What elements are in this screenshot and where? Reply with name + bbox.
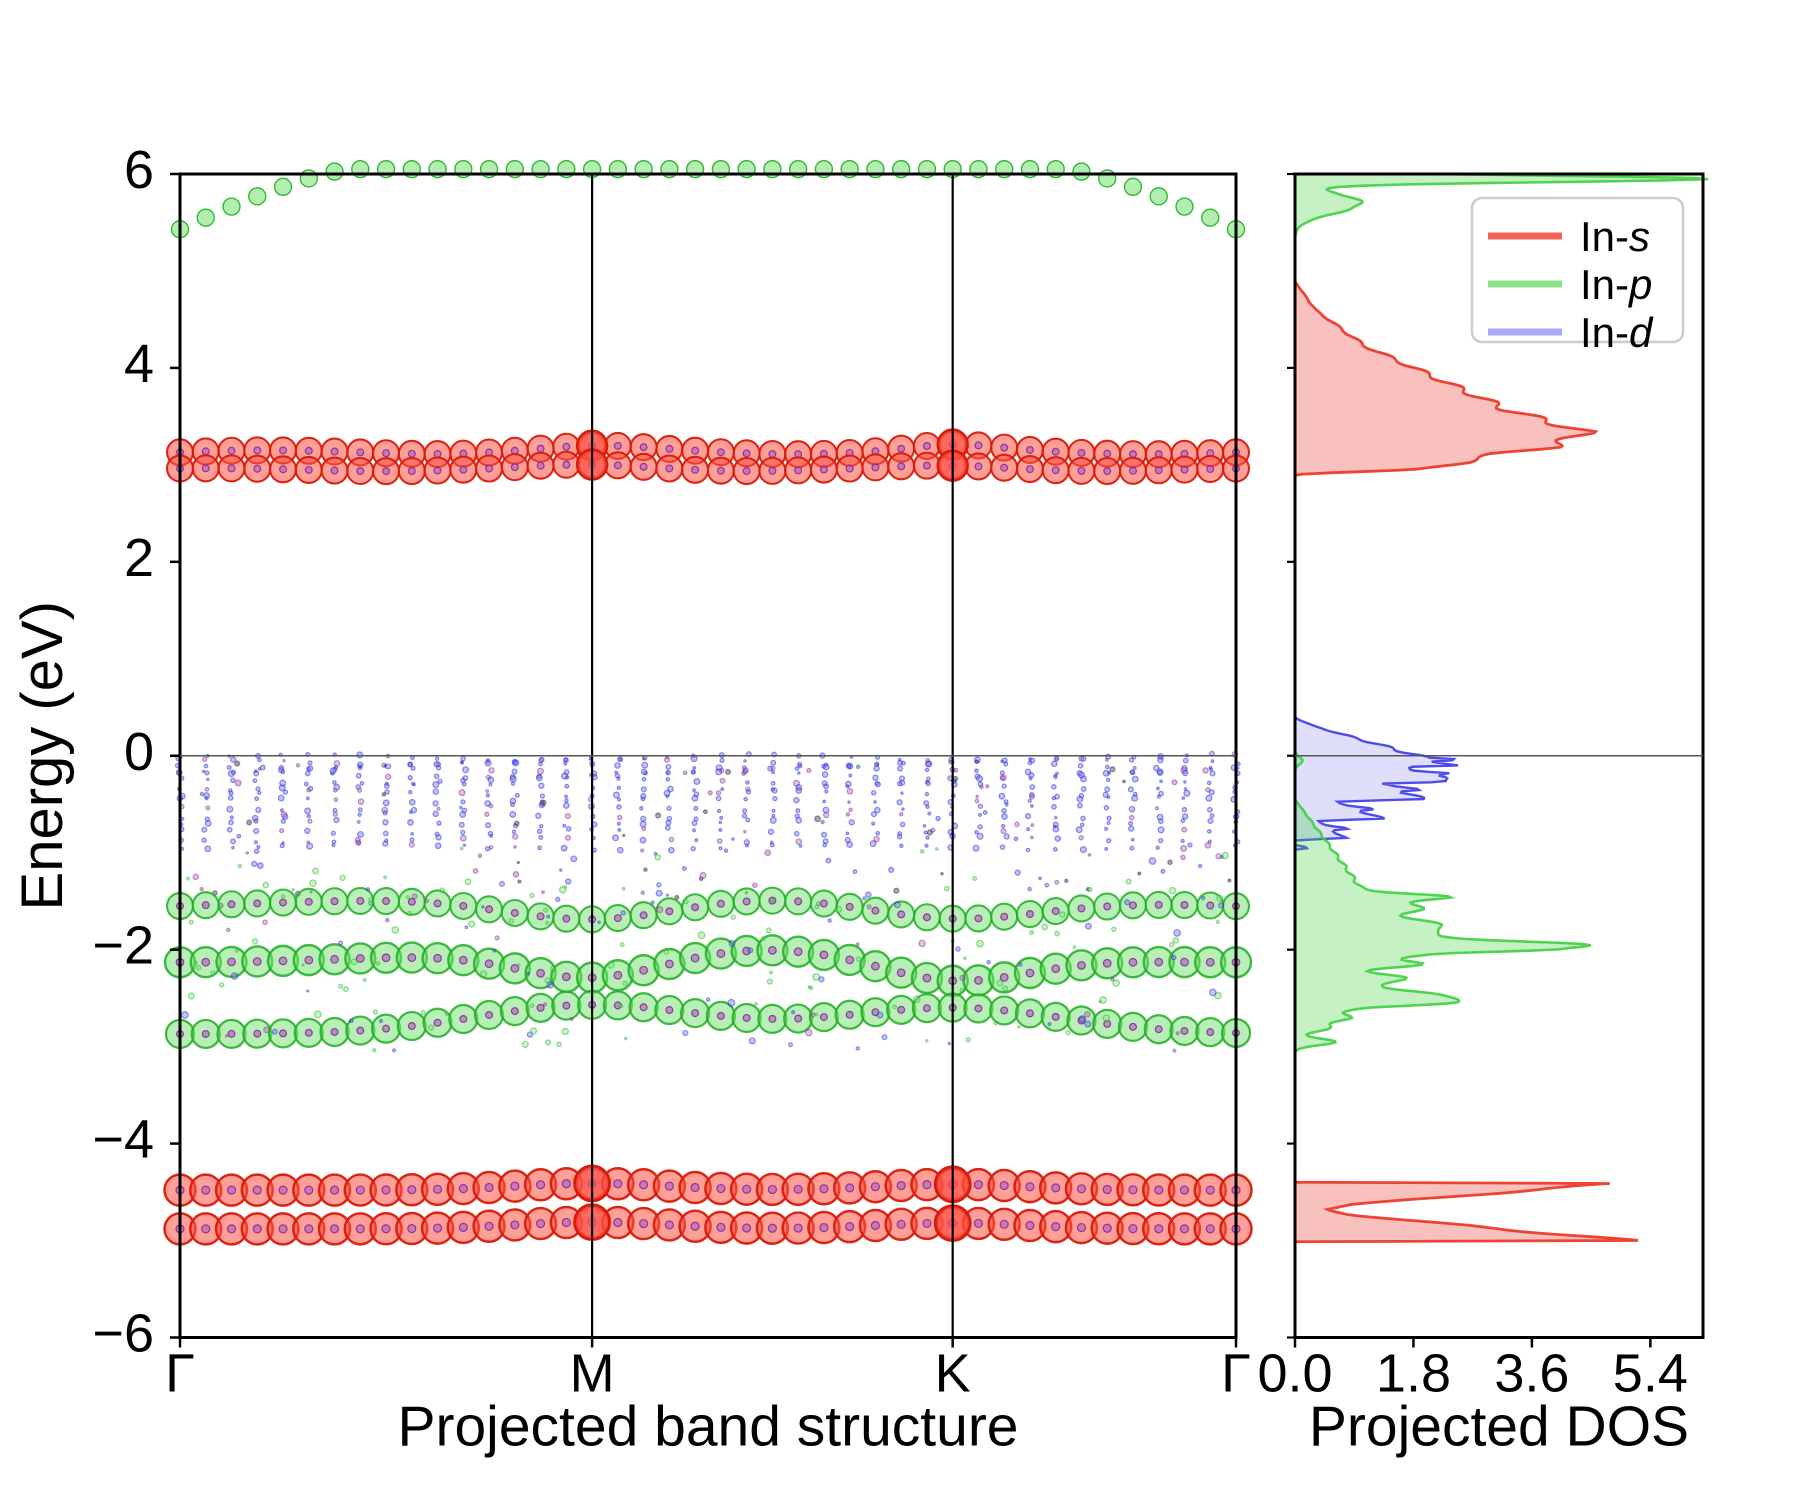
svg-text:4: 4 <box>124 334 154 394</box>
svg-text:In-s: In-s <box>1580 213 1650 260</box>
svg-text:In-d: In-d <box>1580 309 1654 356</box>
svg-text:−6: −6 <box>92 1304 154 1364</box>
svg-text:Energy (eV): Energy (eV) <box>10 601 75 910</box>
svg-text:−2: −2 <box>92 916 154 976</box>
svg-text:−4: −4 <box>92 1110 154 1170</box>
svg-text:In-p: In-p <box>1580 261 1652 308</box>
svg-text:Projected band structure: Projected band structure <box>397 1395 1018 1459</box>
svg-text:0: 0 <box>124 722 154 782</box>
svg-text:2: 2 <box>124 528 154 588</box>
svg-text:Γ: Γ <box>1221 1344 1251 1404</box>
svg-text:Γ: Γ <box>165 1344 195 1404</box>
svg-text:Projected DOS: Projected DOS <box>1309 1395 1689 1459</box>
svg-text:6: 6 <box>124 140 154 200</box>
